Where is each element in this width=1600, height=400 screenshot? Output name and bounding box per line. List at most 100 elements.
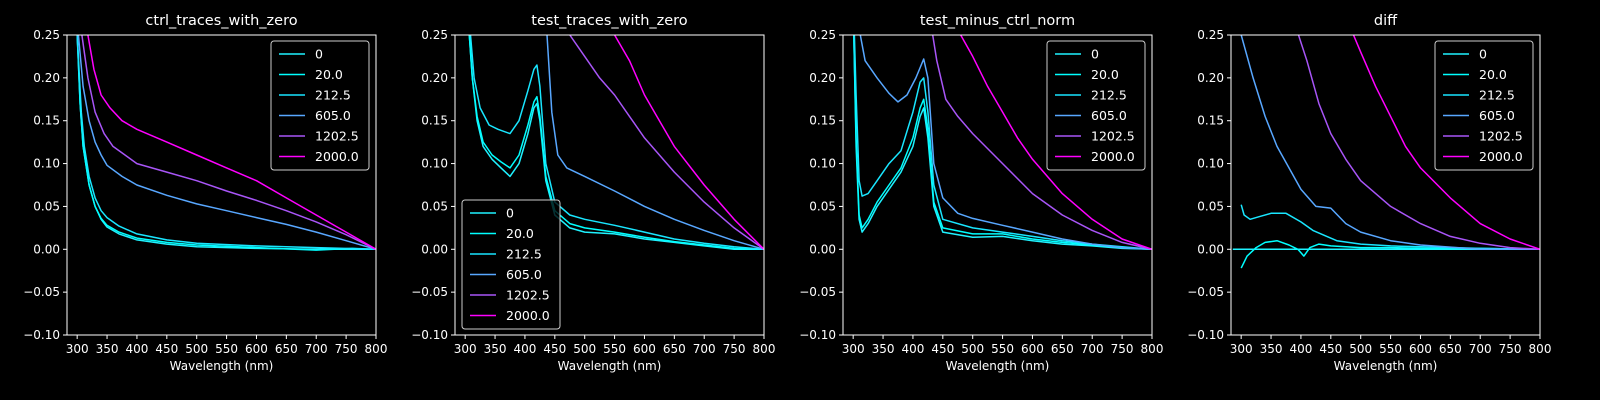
x-tick-label: 500 bbox=[1349, 342, 1372, 356]
legend-box bbox=[461, 199, 561, 330]
legend-label: 2000.0 bbox=[1091, 149, 1135, 164]
legend-label: 605.0 bbox=[1091, 108, 1127, 123]
x-tick-label: 300 bbox=[842, 342, 865, 356]
y-tick-label: −0.10 bbox=[1187, 328, 1224, 342]
y-tick-label: −0.10 bbox=[411, 328, 448, 342]
x-tick-label: 550 bbox=[603, 342, 626, 356]
series-line-1202.5 bbox=[569, 35, 764, 250]
legend-label: 20.0 bbox=[506, 226, 534, 241]
legend-label: 212.5 bbox=[1091, 88, 1127, 103]
x-tick-label: 300 bbox=[66, 342, 89, 356]
series-line-20.0 bbox=[853, 35, 1152, 251]
x-tick-label: 400 bbox=[513, 342, 536, 356]
chart-title: test_minus_ctrl_norm bbox=[920, 13, 1075, 29]
axes-frame bbox=[842, 34, 1153, 336]
series-line-605.0 bbox=[1240, 35, 1540, 251]
legend-label: 212.5 bbox=[315, 88, 351, 103]
x-tick-label: 300 bbox=[1230, 342, 1253, 356]
y-tick-label: 0.15 bbox=[809, 114, 836, 128]
x-axis-label: Wavelength (nm) bbox=[946, 359, 1050, 373]
x-tick-label: 400 bbox=[1289, 342, 1312, 356]
x-tick-label: 800 bbox=[1529, 342, 1552, 356]
y-tick-label: −0.10 bbox=[799, 328, 836, 342]
y-tick-label: 0.10 bbox=[421, 157, 448, 171]
legend-label: 20.0 bbox=[1091, 67, 1119, 82]
legend: 0 20.0 212.5 605.0 1202.5 2000.0 bbox=[461, 199, 561, 330]
y-tick-label: 0.20 bbox=[421, 71, 448, 85]
legend-label: 0 bbox=[315, 47, 323, 62]
series-line-20.0 bbox=[468, 35, 764, 251]
series-line-605.0 bbox=[77, 35, 376, 251]
legend-label: 605.0 bbox=[506, 267, 542, 282]
series-line-0 bbox=[853, 35, 1152, 251]
x-tick-label: 400 bbox=[125, 342, 148, 356]
x-tick-label: 500 bbox=[573, 342, 596, 356]
y-tick-label: 0.20 bbox=[809, 71, 836, 85]
series-line-212.5 bbox=[853, 35, 1152, 251]
y-tick-label: −0.05 bbox=[411, 285, 448, 299]
legend: 0 20.0 212.5 605.0 1202.5 2000.0 bbox=[270, 40, 370, 171]
legend-label: 212.5 bbox=[1479, 88, 1515, 103]
series-line-1202.5 bbox=[931, 35, 1152, 251]
x-tick-label: 450 bbox=[1319, 342, 1342, 356]
y-tick-label: −0.10 bbox=[23, 328, 60, 342]
x-axis-label: Wavelength (nm) bbox=[1334, 359, 1438, 373]
x-tick-label: 550 bbox=[991, 342, 1014, 356]
x-tick-label: 500 bbox=[185, 342, 208, 356]
legend-label: 0 bbox=[506, 206, 514, 221]
x-tick-label: 650 bbox=[275, 342, 298, 356]
series-line-605.0 bbox=[546, 35, 764, 251]
x-tick-label: 800 bbox=[365, 342, 388, 356]
legend-box bbox=[1046, 40, 1146, 171]
legend-label: 0 bbox=[1479, 47, 1487, 62]
panel-2: 300 350 400 450 500 550 600 650 700 750 800 −0.10 −0… bbox=[411, 13, 775, 373]
x-tick-label: 450 bbox=[543, 342, 566, 356]
y-tick-label: 0.25 bbox=[809, 28, 836, 42]
x-tick-label: 350 bbox=[872, 342, 895, 356]
y-tick-label: 0.00 bbox=[421, 242, 448, 256]
x-tick-label: 600 bbox=[633, 342, 656, 356]
axes-frame bbox=[66, 34, 377, 336]
legend-label: 605.0 bbox=[315, 108, 351, 123]
legend-label: 20.0 bbox=[1479, 67, 1507, 82]
x-tick-label: 750 bbox=[335, 342, 358, 356]
y-tick-label: 0.25 bbox=[421, 28, 448, 42]
x-tick-label: 400 bbox=[901, 342, 924, 356]
x-tick-label: 700 bbox=[1469, 342, 1492, 356]
x-tick-label: 500 bbox=[961, 342, 984, 356]
x-tick-label: 550 bbox=[1379, 342, 1402, 356]
y-tick-label: 0.25 bbox=[33, 28, 60, 42]
x-tick-label: 700 bbox=[693, 342, 716, 356]
y-tick-label: 0.05 bbox=[33, 199, 60, 213]
y-tick-label: 0.15 bbox=[1197, 114, 1224, 128]
series-line-2000.0 bbox=[613, 35, 764, 250]
y-tick-label: 0.00 bbox=[33, 242, 60, 256]
legend-label: 1202.5 bbox=[315, 129, 359, 144]
legend-label: 0 bbox=[1091, 47, 1099, 62]
panel-4: 300 350 400 450 500 550 600 650 700 750 800 −0.10 −0… bbox=[1187, 13, 1551, 373]
series-line-212.5 bbox=[76, 35, 376, 251]
legend-label: 2000.0 bbox=[315, 149, 359, 164]
y-tick-label: 0.10 bbox=[809, 157, 836, 171]
x-tick-label: 750 bbox=[1499, 342, 1522, 356]
legend-label: 2000.0 bbox=[506, 308, 550, 323]
x-tick-label: 600 bbox=[1409, 342, 1432, 356]
legend: 0 20.0 212.5 605.0 1202.5 2000.0 bbox=[1434, 40, 1534, 171]
series-line-605.0 bbox=[859, 35, 1152, 251]
x-tick-label: 600 bbox=[1021, 342, 1044, 356]
y-tick-label: 0.05 bbox=[421, 199, 448, 213]
x-tick-label: 450 bbox=[155, 342, 178, 356]
x-tick-label: 700 bbox=[1081, 342, 1104, 356]
axes-frame bbox=[1230, 34, 1541, 336]
x-tick-label: 650 bbox=[1051, 342, 1074, 356]
series-line-20.0 bbox=[1240, 239, 1540, 269]
chart-title: diff bbox=[1374, 13, 1398, 29]
x-tick-label: 550 bbox=[215, 342, 238, 356]
x-tick-label: 450 bbox=[931, 342, 954, 356]
y-tick-label: 0.25 bbox=[1197, 28, 1224, 42]
series-line-2000.0 bbox=[960, 35, 1152, 251]
series-line-1202.5 bbox=[1297, 35, 1540, 251]
y-tick-label: 0.00 bbox=[809, 242, 836, 256]
y-tick-label: 0.10 bbox=[33, 157, 60, 171]
